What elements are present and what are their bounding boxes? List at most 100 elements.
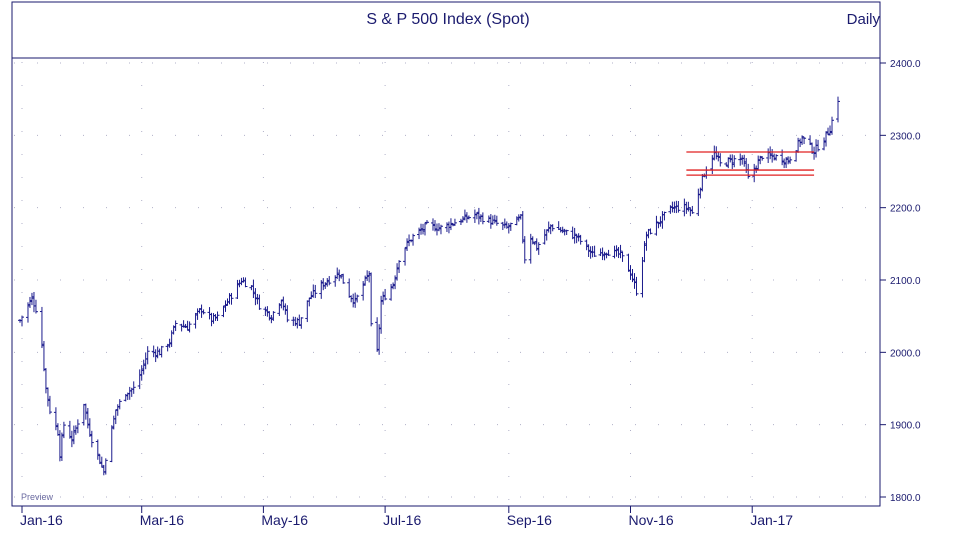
ohlc-bar — [355, 294, 360, 303]
ohlc-bar — [688, 207, 693, 217]
ohlc-bar — [131, 381, 136, 394]
ohlc-bar — [367, 271, 372, 283]
axis-layer: 2400.0 2300.0 2200.0 2100.0 2000.0 1900.0 1800… — [20, 59, 921, 528]
ohlc-bar — [393, 275, 398, 290]
ohlc-bar — [207, 307, 212, 320]
ohlc-bar — [27, 296, 32, 308]
y-tick-label: 2400.0 — [890, 59, 921, 70]
ohlc-bar — [153, 349, 158, 363]
ohlc-bar — [223, 300, 228, 312]
ohlc-bar — [99, 456, 104, 468]
ohlc-bar — [323, 282, 328, 289]
ohlc-bar — [742, 154, 747, 167]
plot-frame — [11, 57, 881, 507]
ohlc-bar — [201, 309, 206, 315]
ohlc-bar — [243, 277, 248, 288]
ohlc-bar — [640, 257, 645, 298]
x-tick-label: May-16 — [261, 512, 308, 528]
ohlc-bar — [83, 403, 88, 420]
ohlc-bar — [421, 223, 426, 235]
ohlc-bar — [299, 317, 304, 329]
ohlc-bar — [155, 346, 160, 359]
ohlc-bar — [293, 316, 298, 327]
ohlc-bar — [271, 311, 276, 321]
ohlc-bar — [87, 418, 92, 437]
ohlc-bar — [199, 304, 204, 318]
ohlc-bar — [786, 156, 791, 165]
ohlc-bar — [267, 311, 272, 321]
ohlc-bar — [628, 265, 633, 280]
ohlc-bar — [283, 303, 288, 315]
ohlc-bar — [29, 292, 34, 306]
ohlc-bar — [109, 425, 114, 463]
ohlc-bar — [522, 236, 527, 264]
ohlc-bar — [814, 139, 819, 158]
ohlc-bar — [618, 244, 623, 259]
ohlc-bar — [432, 220, 437, 232]
ohlc-bar — [61, 421, 66, 439]
ohlc-bar — [113, 409, 118, 425]
ohlc-bar — [502, 218, 507, 229]
ohlc-bar — [472, 209, 477, 223]
ohlc-bar — [123, 393, 128, 402]
ohlc-bar — [462, 209, 467, 221]
ohlc-bar — [728, 154, 733, 163]
ohlc-bar — [257, 294, 262, 310]
ohlc-bar — [830, 116, 835, 135]
ohlc-bar — [43, 368, 48, 394]
y-tick-label: 2100.0 — [890, 276, 921, 287]
ohlc-bar — [704, 166, 709, 179]
ohlc-bar — [333, 275, 338, 287]
ohlc-bar — [365, 270, 370, 281]
ohlc-bar — [772, 153, 777, 161]
ohlc-bar — [686, 201, 691, 212]
ohlc-bar — [492, 214, 497, 224]
ohlc-bar — [337, 269, 342, 282]
ohlc-bar — [662, 211, 667, 221]
ohlc-bar — [444, 222, 449, 232]
ohlc-bar — [305, 300, 310, 323]
x-tick-label: Jan-16 — [20, 512, 63, 528]
ohlc-bar — [476, 207, 481, 225]
ohlc-bar — [542, 229, 547, 245]
x-tick-label: Sep-16 — [507, 512, 552, 528]
ohlc-bar — [173, 320, 178, 331]
ohlc-bar — [822, 137, 827, 151]
ohlc-bar — [69, 430, 74, 448]
ohlc-bar — [47, 395, 52, 415]
chart-title: S & P 500 Index (Spot) — [366, 11, 529, 28]
ohlc-bar — [171, 325, 176, 335]
ohlc-bar — [327, 276, 332, 286]
y-tick-label: 1800.0 — [890, 493, 921, 504]
ohlc-bar — [682, 198, 687, 217]
ohlc-bar — [389, 283, 394, 301]
ohlc-bar — [826, 127, 831, 136]
ohlc-bar — [474, 212, 479, 220]
ohlc-bar — [341, 273, 346, 284]
ohlc-bar — [369, 272, 374, 327]
ohlc-bar — [774, 154, 779, 161]
ohlc-bar — [103, 458, 108, 475]
ohlc-bar — [115, 404, 120, 416]
x-tick-label: Mar-16 — [140, 512, 185, 528]
ohlc-bar — [808, 135, 813, 146]
ohlc-bar — [536, 242, 541, 255]
ohlc-bar — [654, 215, 659, 236]
ohlc-bar — [782, 158, 787, 169]
ohlc-bar — [802, 136, 807, 145]
y-tick-label: 2300.0 — [890, 131, 921, 142]
ohlc-bar — [564, 229, 569, 235]
ohlc-bar — [319, 280, 324, 299]
ohlc-bar — [648, 228, 653, 235]
ohlc-bar — [668, 205, 673, 214]
ohlc-bar — [746, 163, 751, 179]
ohlc-bar — [766, 148, 771, 163]
ohlc-bar — [139, 365, 144, 381]
ohlc-bar — [403, 247, 408, 266]
ohlc-bar — [438, 224, 443, 235]
ohlc-bar — [436, 223, 441, 232]
ohlc-bar — [632, 273, 637, 289]
ohlc-bar — [19, 315, 24, 327]
ohlc-bar — [39, 306, 44, 349]
ohlc-bar — [127, 386, 132, 400]
